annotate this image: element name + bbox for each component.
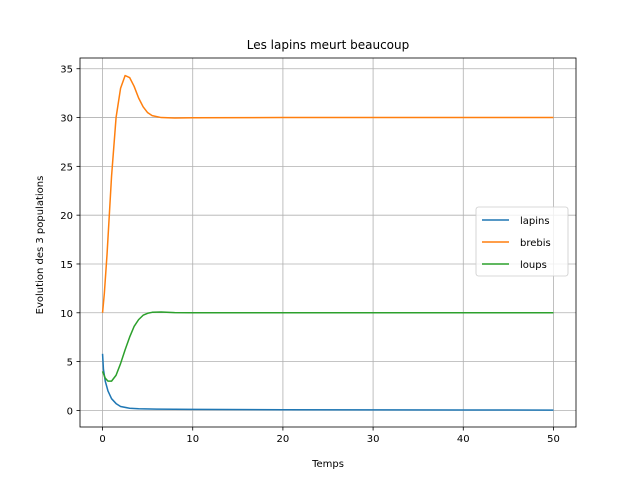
y-tick-label: 5 (67, 358, 73, 369)
y-axis-label: Evolution des 3 populations (35, 176, 46, 315)
series-line-lapins (101, 353, 554, 411)
legend-label-loups: loups (520, 260, 547, 271)
legend-box (475, 206, 569, 277)
legend-label-brebis: brebis (520, 238, 551, 249)
x-axis-label: Temps (311, 459, 344, 470)
y-tick-label: 10 (60, 309, 73, 320)
x-tick-label: 40 (457, 434, 470, 445)
x-tick-label: 0 (99, 434, 105, 445)
y-tick-label: 30 (60, 114, 73, 125)
x-tick-label: 30 (367, 434, 380, 445)
x-tick-label: 10 (186, 434, 199, 445)
y-tick-label: 35 (60, 65, 73, 76)
legend: lapins brebis loups (475, 206, 569, 277)
x-tick-label: 20 (277, 434, 290, 445)
legend-label-lapins: lapins (520, 216, 550, 227)
y-tick-label: 0 (67, 406, 73, 417)
y-tick-label: 15 (60, 260, 73, 271)
series-line-loups (101, 311, 554, 382)
plot-frame (79, 57, 577, 428)
chart-title: Les lapins meurt beaucoup (247, 38, 410, 52)
y-tick-label: 20 (60, 211, 73, 222)
x-tick-label: 50 (547, 434, 560, 445)
series-line-brebis (101, 74, 554, 313)
y-tick-label: 25 (60, 162, 73, 173)
